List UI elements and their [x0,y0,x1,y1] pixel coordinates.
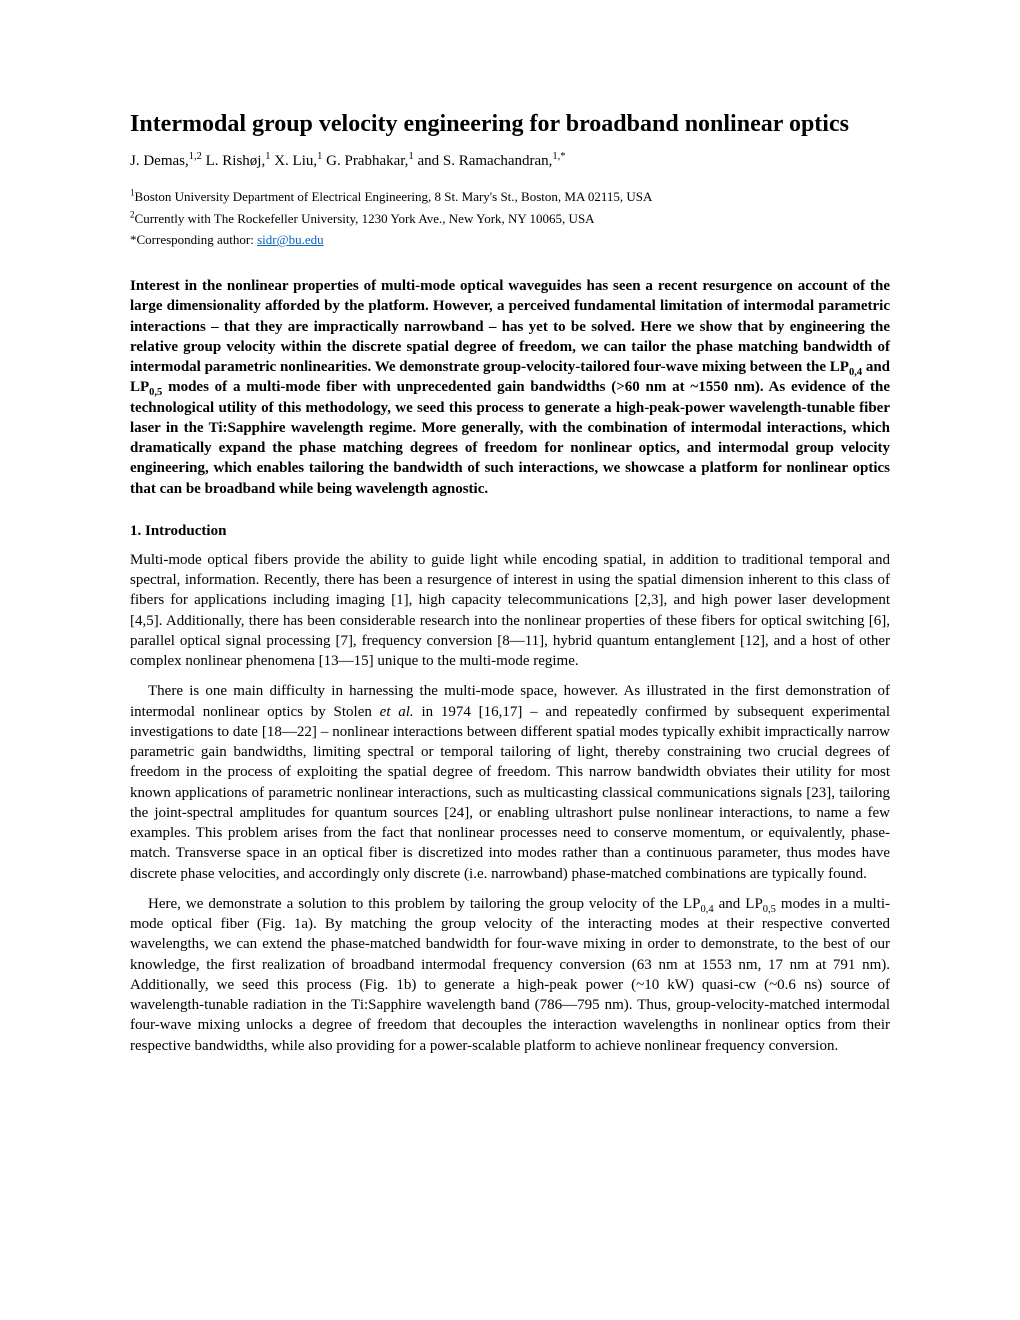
corresponding-prefix: *Corresponding author: [130,232,257,247]
affiliation-1: 1Boston University Department of Electri… [130,188,890,206]
affiliation-2: 2Currently with The Rockefeller Universi… [130,210,890,228]
abstract-text: Interest in the nonlinear properties of … [130,276,890,499]
paper-page: Intermodal group velocity engineering fo… [0,0,1020,1126]
affiliations-block: 1Boston University Department of Electri… [130,188,890,228]
corresponding-email-link[interactable]: sidr@bu.edu [257,232,324,247]
author-list: J. Demas,1,2 L. Rishøj,1 X. Liu,1 G. Pra… [130,153,890,170]
paragraph-3: Here, we demonstrate a solution to this … [130,894,890,1056]
paragraph-2: There is one main difficulty in harnessi… [130,681,890,884]
section-heading-introduction: 1. Introduction [130,523,890,540]
paper-title: Intermodal group velocity engineering fo… [130,110,890,139]
corresponding-author: *Corresponding author: sidr@bu.edu [130,232,890,248]
paragraph-1: Multi-mode optical fibers provide the ab… [130,550,890,672]
